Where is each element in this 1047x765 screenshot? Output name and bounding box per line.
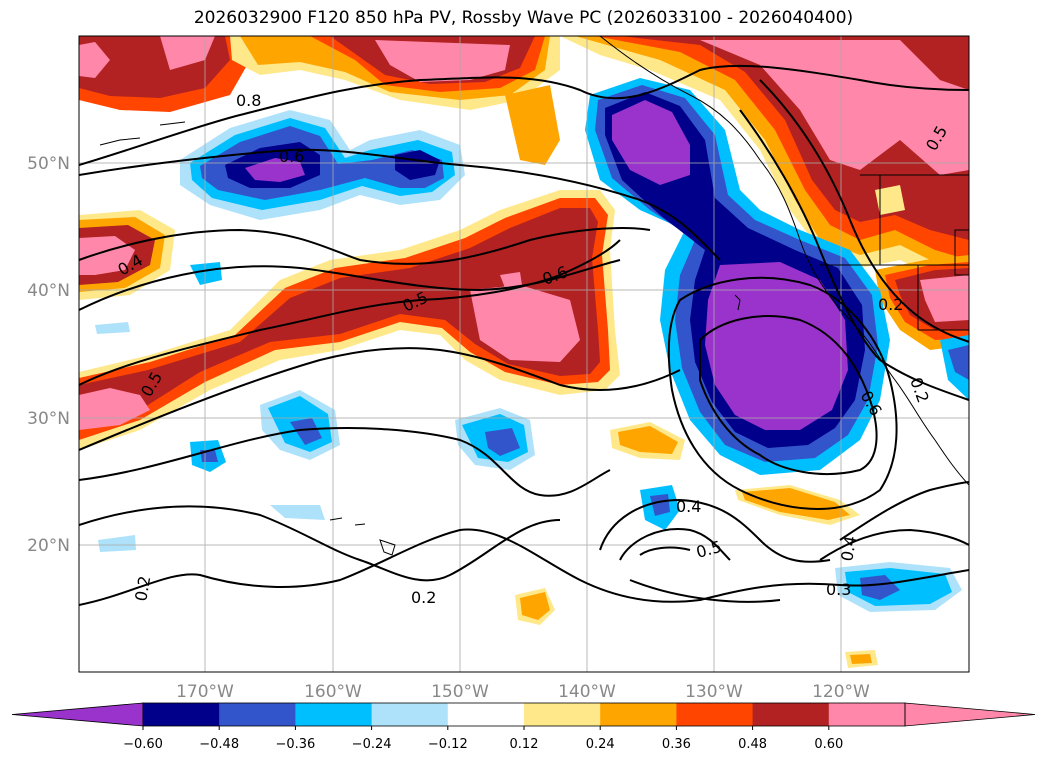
colorbar-tick-label: −0.48 xyxy=(199,737,239,752)
lon-tick-label: 140°W xyxy=(558,682,616,702)
colorbar-segment xyxy=(524,703,601,726)
colorbar-tick-label: 0.36 xyxy=(662,737,691,752)
colorbar-segment xyxy=(676,703,754,726)
colorbar-tick-label: 0.60 xyxy=(814,737,843,752)
map-frame xyxy=(78,35,970,673)
colorbar-segment xyxy=(143,703,220,726)
colorbar-tick-label: 0.48 xyxy=(738,737,767,752)
contour-label: 0.6 xyxy=(279,147,304,166)
lat-tick-label: 30°N xyxy=(27,409,70,429)
colorbar-tick-label: −0.36 xyxy=(275,737,315,752)
contour-label: 0.4 xyxy=(837,534,860,562)
contour-label: 0.2 xyxy=(131,574,154,602)
colorbar-tick-label: 0.24 xyxy=(586,737,615,752)
colorbar-segment xyxy=(828,703,906,726)
lon-tick-label: 130°W xyxy=(685,682,743,702)
map-title: 2026032900 F120 850 hPa PV, Rossby Wave … xyxy=(193,8,854,28)
contour-label: 0.8 xyxy=(236,91,261,110)
colorbar-tick-label: 0.12 xyxy=(510,737,539,752)
lon-tick-label: 120°W xyxy=(812,682,870,702)
colorbar-tick-label: −0.60 xyxy=(123,737,163,752)
lat-tick-label: 20°N xyxy=(27,536,70,556)
colorbar-segment xyxy=(447,703,525,726)
contour-label: 0.2 xyxy=(878,295,903,314)
lon-tick-labels: 170°W 160°W 150°W 140°W 130°W 120°W xyxy=(176,682,870,702)
contour-label: 0.4 xyxy=(676,497,701,516)
lat-tick-labels: 50°N 40°N 30°N 20°N xyxy=(27,154,70,556)
colorbar-segment xyxy=(600,703,677,726)
coastlines xyxy=(99,36,969,556)
colorbar: −0.60 −0.48 −0.36 −0.24 −0.12 0.12 0.24 0.36 0.4… xyxy=(11,702,1036,752)
contour-label: 0.3 xyxy=(826,580,851,599)
lat-tick-label: 40°N xyxy=(27,281,70,301)
colorbar-extend-max xyxy=(904,702,1036,727)
lon-tick-label: 170°W xyxy=(176,682,234,702)
contour-label: 0.2 xyxy=(411,588,436,607)
lon-tick-label: 160°W xyxy=(304,682,362,702)
colorbar-segment xyxy=(295,703,373,726)
colorbar-segment xyxy=(371,703,449,726)
pv-shading xyxy=(79,36,969,668)
colorbar-extend-min xyxy=(11,702,144,727)
colorbar-tick-label: −0.24 xyxy=(352,737,392,752)
colorbar-tick-label: −0.12 xyxy=(428,737,468,752)
lon-tick-label: 150°W xyxy=(431,682,489,702)
colorbar-segment xyxy=(752,703,830,726)
rossby-pc-contours xyxy=(79,64,969,606)
colorbar-segment xyxy=(219,703,296,726)
lat-tick-label: 50°N xyxy=(27,154,70,174)
